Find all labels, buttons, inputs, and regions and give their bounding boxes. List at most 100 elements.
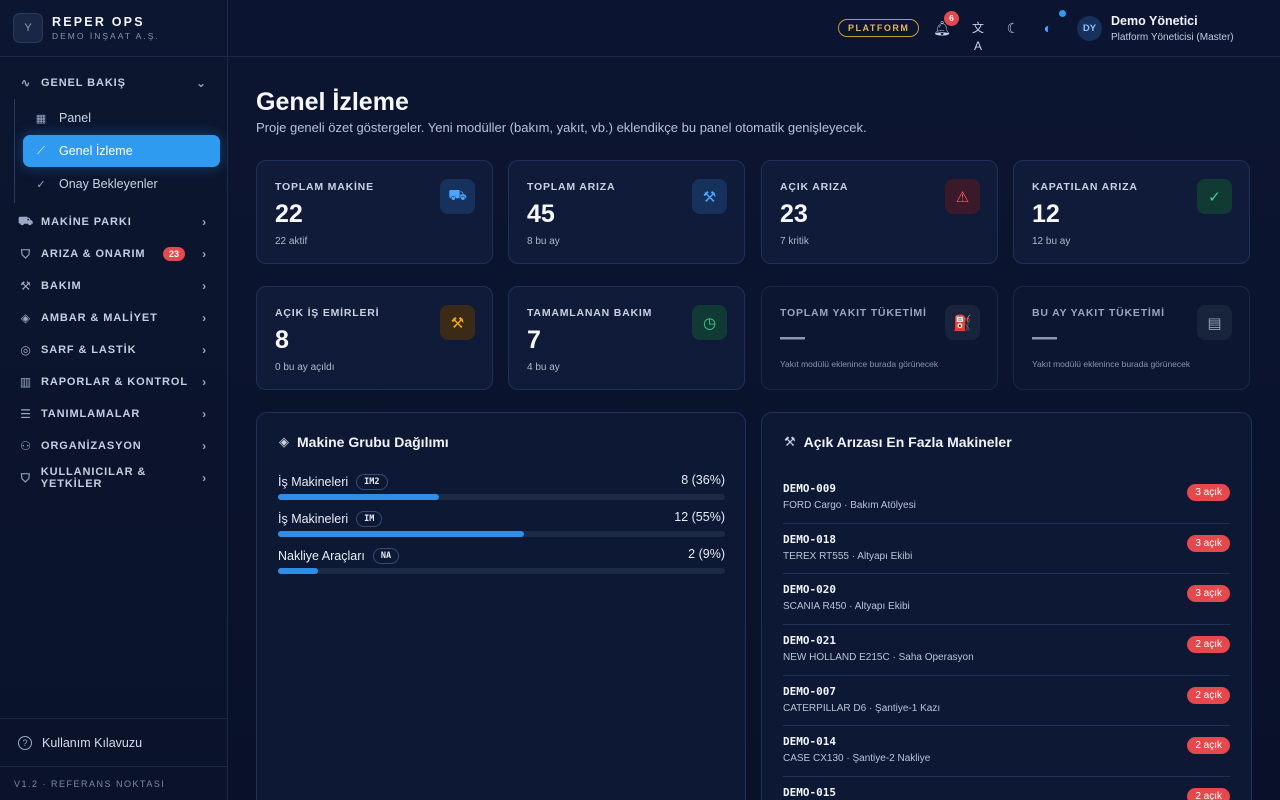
brand-logo-icon: Y (13, 13, 43, 43)
brand-title: REPER OPS (52, 15, 145, 29)
sidebar-item-2[interactable]: ✓ Onay Bekleyenler (23, 168, 220, 200)
fuel-icon: ⛽ (945, 305, 980, 340)
sidebar-item-0[interactable]: ▦ Panel (23, 102, 220, 134)
check-double-icon: ✓ (36, 178, 46, 191)
machine-code: DEMO-009 (783, 482, 836, 495)
stat-card[interactable]: AÇIK İŞ EMİRLERİ 8 0 bu ay açıldı ⚒ (256, 286, 493, 390)
chevron-right-icon: › (202, 279, 207, 293)
machine-description: SCANIA R450 · Altyapı Ekibi (783, 601, 910, 613)
machine-list-item[interactable]: DEMO-015 2 açık (783, 777, 1230, 800)
machine-group-panel: ◈ Makine Grubu Dağılımı İş Makineleri IM2… (256, 412, 746, 800)
group-value: 8 (36%) (681, 473, 725, 487)
sidebar-group-7[interactable]: ☰ TANIMLAMALAR › (0, 398, 227, 430)
stat-card[interactable]: TOPLAM MAKİNE 22 22 aktif ⛟ (256, 160, 493, 264)
open-fault-badge: 2 açık (1187, 788, 1230, 800)
stat-label: AÇIK İŞ EMİRLERİ (275, 307, 380, 319)
machine-list: DEMO-009 FORD Cargo · Bakım Atölyesi 3 açı… (783, 473, 1230, 800)
machine-code: DEMO-018 (783, 532, 836, 546)
sidebar-group-label: ORGANİZASYON (41, 440, 142, 452)
stat-subtext: 0 bu ay açıldı (275, 362, 335, 373)
avatar[interactable]: DY (1077, 16, 1102, 41)
fault-count-badge: 23 (162, 247, 185, 261)
notification-count-badge: 6 (944, 11, 959, 26)
stat-card[interactable]: BU AY YAKIT TÜKETİMİ — Yakıt modülü ekleni… (1013, 286, 1250, 390)
help-link[interactable]: ? Kullanım Kılavuzu (0, 718, 227, 766)
sidebar-group-label: ARIZA & ONARIM (41, 248, 146, 260)
stat-subtext: Yakıt modülü eklenince burada görünecek (1032, 359, 1191, 369)
sidebar-group-1[interactable]: ⛟ MAKİNE PARKI › (0, 206, 227, 238)
sidebar-group-label: GENEL BAKIŞ (41, 77, 126, 89)
stat-card[interactable]: AÇIK ARIZA 23 7 kritik ⚠ (761, 160, 998, 264)
group-name-text: Nakliye Araçları (278, 549, 365, 563)
group-code-badge: IM2 (356, 474, 388, 490)
palette-icon[interactable]: ◐ (1043, 20, 1053, 36)
layers-icon: ◈ (279, 434, 289, 449)
activity-icon: ∿ (20, 76, 32, 90)
machine-description: TEREX RT555 · Altyapı Ekibi (783, 550, 913, 562)
page-description: Proje geneli özet göstergeler. Yeni modü… (256, 120, 867, 135)
sidebar-group-label: AMBAR & MALİYET (41, 312, 158, 324)
machine-code: DEMO-021 (783, 634, 836, 648)
machine-list-item[interactable]: DEMO-014 CASE CX130 · Şantiye-2 Nakliye 2 … (783, 726, 1230, 778)
stat-card[interactable]: TAMAMLANAN BAKIM 7 4 bu ay ◷ (508, 286, 745, 390)
stat-value: 12 (1032, 200, 1060, 228)
machine-description: NEW HOLLAND E215C · Saha Operasyon (783, 652, 974, 664)
moon-icon[interactable]: ☾ (1006, 20, 1020, 36)
stat-label: AÇIK ARIZA (780, 181, 849, 193)
machine-list-item[interactable]: DEMO-007 CATERPILLAR D6 · Şantiye-1 Kazı 2… (783, 676, 1230, 727)
sidebar-item-1[interactable]: ⟋ Genel İzleme (23, 135, 220, 167)
shield-icon: ⛉ (21, 246, 31, 261)
machine-code: DEMO-007 (783, 684, 836, 698)
sidebar-group-0[interactable]: ∿ GENEL BAKIŞ ⌄ (0, 67, 227, 99)
help-label: Kullanım Kılavuzu (42, 735, 143, 750)
group-row: İş Makineleri IM2 8 (36%) (278, 473, 725, 500)
group-name-text: İş Makineleri (278, 475, 349, 489)
sidebar-group-5[interactable]: ◎ SARF & LASTİK › (0, 334, 227, 366)
sidebar-group-2[interactable]: ⛉ ARIZA & ONARIM 23 › (0, 238, 227, 270)
open-fault-badge: 2 açık (1187, 636, 1230, 654)
warning-icon: ⚠ (945, 179, 980, 214)
platform-pill[interactable]: PLATFORM (838, 19, 920, 37)
group-progress-fill (278, 531, 524, 537)
sidebar-group-4[interactable]: ◈ AMBAR & MALİYET › (0, 302, 227, 334)
truck-icon: ⛟ (18, 214, 34, 228)
tire-icon: ◎ (20, 343, 32, 357)
user-shield-icon: ⛉ (20, 470, 31, 485)
stat-subtext: 12 bu ay (1032, 236, 1071, 247)
boxes-icon: ◈ (20, 311, 32, 325)
machine-list-item[interactable]: DEMO-021 NEW HOLLAND E215C · Saha Operasy… (783, 625, 1230, 676)
stat-card[interactable]: KAPATILAN ARIZA 12 12 bu ay ✓ (1013, 160, 1250, 264)
chart-line-icon: ⟋ (37, 144, 45, 157)
open-fault-badge: 3 açık (1187, 585, 1230, 603)
sidebar-group-label: RAPORLAR & KONTROL (41, 376, 188, 388)
sidebar-group-3[interactable]: ⚒ BAKIM › (0, 270, 227, 302)
machine-list-item[interactable]: DEMO-018 TEREX RT555 · Altyapı Ekibi 3 açı… (783, 524, 1230, 575)
open-fault-badge: 2 açık (1187, 686, 1230, 704)
stat-card[interactable]: TOPLAM YAKIT TÜKETİMİ — Yakıt modülü eklen… (761, 286, 998, 390)
sidebar-group-9[interactable]: ⛉ KULLANICILAR & YETKİLER › (0, 462, 227, 494)
machine-code: DEMO-020 (783, 583, 836, 597)
translate-icon[interactable]: 文A (971, 21, 984, 53)
main-content: Genel İzleme Proje geneli özet göstergel… (228, 57, 1280, 800)
group-progress-fill (278, 568, 319, 574)
sidebar-group-6[interactable]: ▥ RAPORLAR & KONTROL › (0, 366, 227, 398)
brand-subtitle: DEMO İNŞAAT A.Ş. (52, 31, 160, 41)
stat-subtext: 22 aktif (275, 236, 308, 247)
user-name[interactable]: Demo Yönetici (1111, 14, 1198, 28)
machine-group-title: Makine Grubu Dağılımı (297, 434, 449, 450)
clock-icon: ◷ (692, 305, 727, 340)
stat-value: — (1032, 323, 1057, 351)
stat-value: 23 (780, 200, 808, 228)
machine-description: FORD Cargo · Bakım Atölyesi (783, 500, 916, 511)
machine-list-item[interactable]: DEMO-009 FORD Cargo · Bakım Atölyesi 3 açı… (783, 473, 1230, 524)
wrench-icon: ⚒ (20, 279, 32, 293)
machine-list-item[interactable]: DEMO-020 SCANIA R450 · Altyapı Ekibi 3 açı… (783, 574, 1230, 626)
group-code-badge: IM (356, 511, 383, 527)
stat-subtext: 4 bu ay (527, 362, 560, 373)
hammer-icon: ⚒ (440, 305, 475, 340)
stat-card[interactable]: TOPLAM ARIZA 45 8 bu ay ⚒ (508, 160, 745, 264)
brand[interactable]: Y REPER OPS DEMO İNŞAAT A.Ş. (0, 0, 227, 57)
open-fault-badge: 2 açık (1187, 737, 1230, 755)
sidebar-group-8[interactable]: ⚇ ORGANİZASYON › (0, 430, 227, 462)
top-faults-panel: ⚒ Açık Arızası En Fazla Makineler DEMO-0… (761, 412, 1252, 800)
